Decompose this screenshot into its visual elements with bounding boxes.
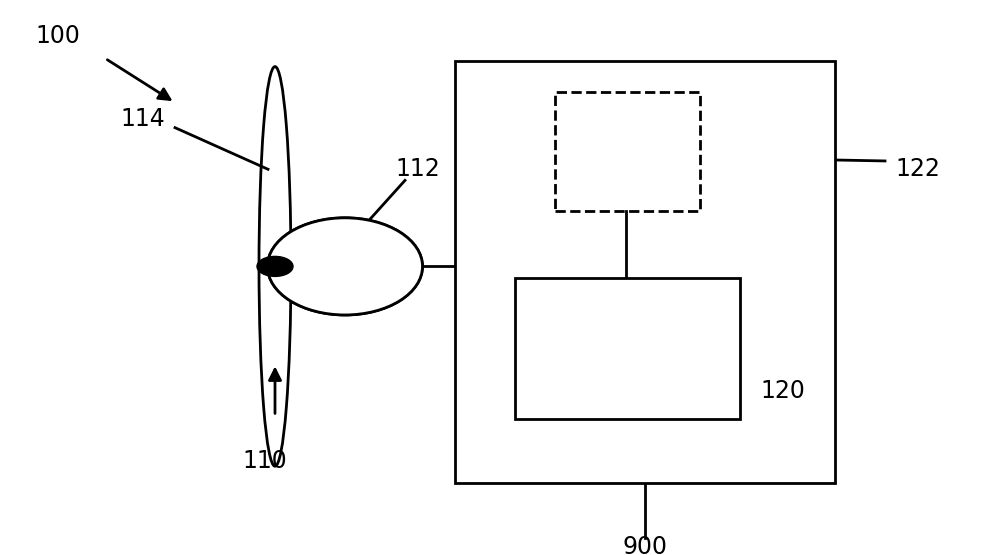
Circle shape	[257, 256, 293, 276]
Bar	[555, 92, 700, 211]
Bar	[515, 278, 740, 419]
Text: 114: 114	[120, 107, 165, 132]
Text: 112: 112	[395, 157, 440, 181]
Text: 120: 120	[760, 379, 805, 403]
Text: 110: 110	[243, 448, 287, 473]
Text: 122: 122	[895, 157, 940, 181]
Text: 100: 100	[35, 24, 80, 48]
Text: 900: 900	[622, 534, 668, 555]
Ellipse shape	[268, 218, 422, 315]
Bar	[455, 61, 835, 483]
